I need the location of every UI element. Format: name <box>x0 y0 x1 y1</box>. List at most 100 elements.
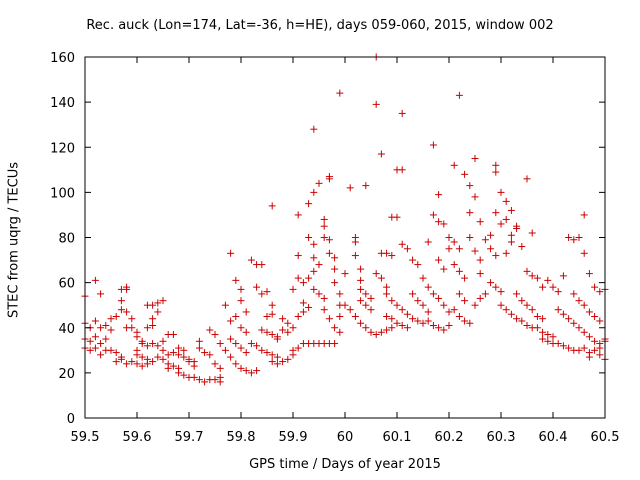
x-tick-label: 60.5 <box>591 430 620 445</box>
data-point <box>559 272 567 280</box>
data-point <box>289 285 297 293</box>
data-point <box>195 337 203 345</box>
data-point <box>409 290 417 298</box>
data-point <box>362 290 370 298</box>
data-point <box>507 238 515 246</box>
data-point <box>357 276 365 284</box>
data-point <box>325 249 333 257</box>
data-point <box>513 290 521 298</box>
data-point <box>513 224 521 232</box>
data-point <box>133 351 141 359</box>
data-point <box>284 319 292 327</box>
data-point <box>398 166 406 174</box>
data-point <box>320 294 328 302</box>
data-point <box>175 344 183 352</box>
data-point <box>575 234 583 241</box>
data-point <box>216 378 224 386</box>
data-point <box>351 312 359 320</box>
data-point <box>268 331 276 339</box>
data-point <box>91 317 99 325</box>
data-point <box>247 369 255 377</box>
data-point <box>159 346 167 354</box>
data-point <box>383 249 391 257</box>
data-point <box>466 182 474 190</box>
y-axis-label: STEC from uqrg / TECUs <box>6 161 22 319</box>
data-point <box>523 301 531 309</box>
data-point <box>112 312 120 320</box>
data-point <box>507 206 515 214</box>
data-point <box>357 265 365 273</box>
data-point <box>128 324 136 332</box>
data-point <box>461 297 469 305</box>
data-point <box>388 315 396 323</box>
data-point <box>294 312 302 320</box>
data-point <box>159 355 167 363</box>
data-point <box>533 312 541 320</box>
data-point <box>492 252 500 260</box>
data-point <box>377 274 385 282</box>
data-point <box>273 360 281 368</box>
data-point <box>388 252 396 260</box>
data-point <box>419 319 427 327</box>
data-point <box>195 344 203 352</box>
y-tick-label: 0 <box>67 412 75 427</box>
data-point <box>159 297 167 305</box>
data-point <box>143 355 151 363</box>
data-point <box>596 317 604 325</box>
data-point <box>398 109 406 117</box>
data-point <box>206 351 214 359</box>
data-point <box>518 243 526 251</box>
data-point <box>351 252 359 260</box>
data-point <box>591 283 599 291</box>
data-point <box>450 238 458 246</box>
data-point <box>320 234 328 241</box>
data-point <box>471 155 479 163</box>
data-point <box>268 301 276 309</box>
data-point <box>533 324 541 332</box>
data-point <box>445 321 453 329</box>
data-point <box>476 218 484 226</box>
x-tick-label: 60.4 <box>539 430 568 445</box>
data-point <box>149 358 157 366</box>
data-point <box>357 319 365 327</box>
data-point <box>123 283 131 291</box>
data-point <box>138 353 146 361</box>
data-point <box>232 312 240 320</box>
data-point <box>232 360 240 368</box>
data-point <box>450 306 458 314</box>
data-point <box>91 344 99 352</box>
data-point <box>268 310 276 318</box>
data-point <box>544 331 552 339</box>
data-point <box>258 346 266 354</box>
chart-title: Rec. auck (Lon=174, Lat=-36, h=HE), days… <box>86 18 554 33</box>
data-point <box>253 342 261 350</box>
data-point <box>570 290 578 298</box>
data-point <box>346 184 354 192</box>
x-tick-label: 59.6 <box>123 430 152 445</box>
data-point <box>502 249 510 257</box>
x-tick-label: 59.8 <box>227 430 256 445</box>
data-point <box>565 344 573 352</box>
data-point <box>123 360 131 368</box>
data-point <box>539 315 547 323</box>
data-point <box>232 340 240 348</box>
data-point <box>372 331 380 339</box>
data-point <box>554 306 562 314</box>
data-point <box>143 324 151 332</box>
data-point <box>227 249 235 257</box>
data-point <box>180 346 188 354</box>
data-point <box>258 326 266 334</box>
data-point <box>159 337 167 345</box>
data-point <box>195 376 203 384</box>
data-point <box>263 312 271 320</box>
data-point <box>279 315 287 323</box>
data-point <box>310 188 318 196</box>
data-point <box>221 301 229 309</box>
data-point <box>507 231 515 239</box>
data-point <box>133 333 141 341</box>
data-point <box>289 346 297 354</box>
data-point <box>294 252 302 260</box>
data-points <box>81 53 609 386</box>
y-tick-label: 160 <box>50 51 75 66</box>
